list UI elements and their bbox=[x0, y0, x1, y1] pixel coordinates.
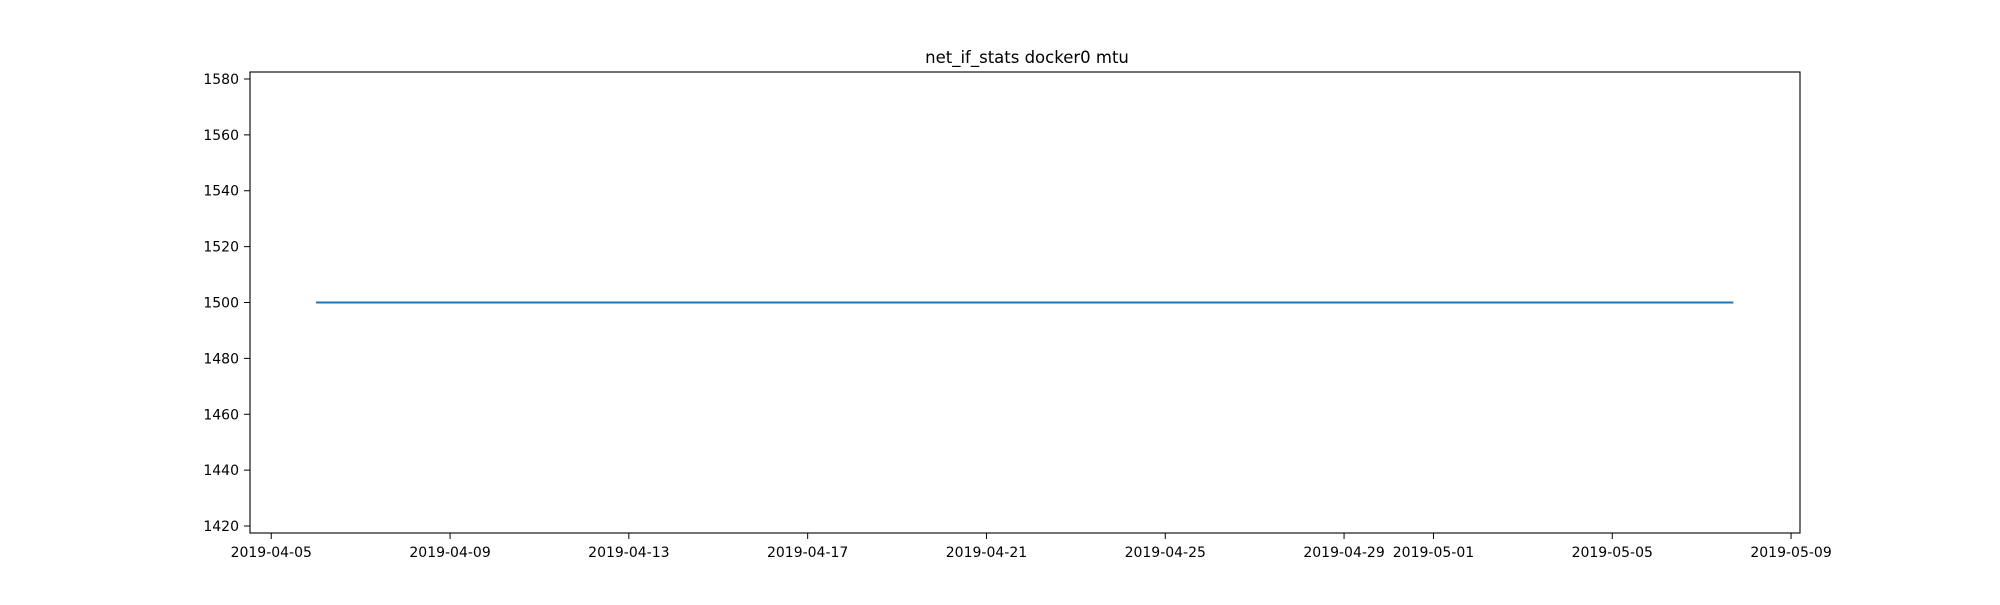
y-tick-label: 1520 bbox=[203, 240, 239, 256]
chart-title: net_if_stats docker0 mtu bbox=[925, 48, 1129, 68]
y-tick-label: 1540 bbox=[203, 184, 239, 200]
y-tick-label: 1460 bbox=[203, 407, 239, 423]
x-tick-label: 2019-04-17 bbox=[767, 545, 848, 561]
y-tick-label: 1440 bbox=[203, 463, 239, 479]
x-tick-label: 2019-04-25 bbox=[1125, 545, 1206, 561]
x-axis: 2019-04-05 2019-04-09 2019-04-13 2019-04-17… bbox=[231, 533, 1832, 561]
x-tick-label: 2019-05-01 bbox=[1393, 545, 1474, 561]
y-tick-label: 1580 bbox=[203, 72, 239, 88]
y-tick-label: 1560 bbox=[203, 128, 239, 144]
x-tick-label: 2019-04-05 bbox=[231, 545, 312, 561]
x-tick-label: 2019-05-09 bbox=[1750, 545, 1831, 561]
x-tick-label: 2019-05-05 bbox=[1572, 545, 1653, 561]
y-tick-label: 1480 bbox=[203, 351, 239, 367]
x-tick-label: 2019-04-13 bbox=[588, 545, 669, 561]
x-tick-label: 2019-04-29 bbox=[1303, 545, 1384, 561]
y-axis: 1420 1440 1460 1480 1500 1520 1540 1560 1580 bbox=[203, 72, 250, 535]
y-tick-label: 1420 bbox=[203, 519, 239, 535]
y-tick-label: 1500 bbox=[203, 296, 239, 312]
axes-frame bbox=[249, 71, 1801, 534]
x-tick-label: 2019-04-21 bbox=[946, 545, 1027, 561]
x-tick-label: 2019-04-09 bbox=[409, 545, 490, 561]
